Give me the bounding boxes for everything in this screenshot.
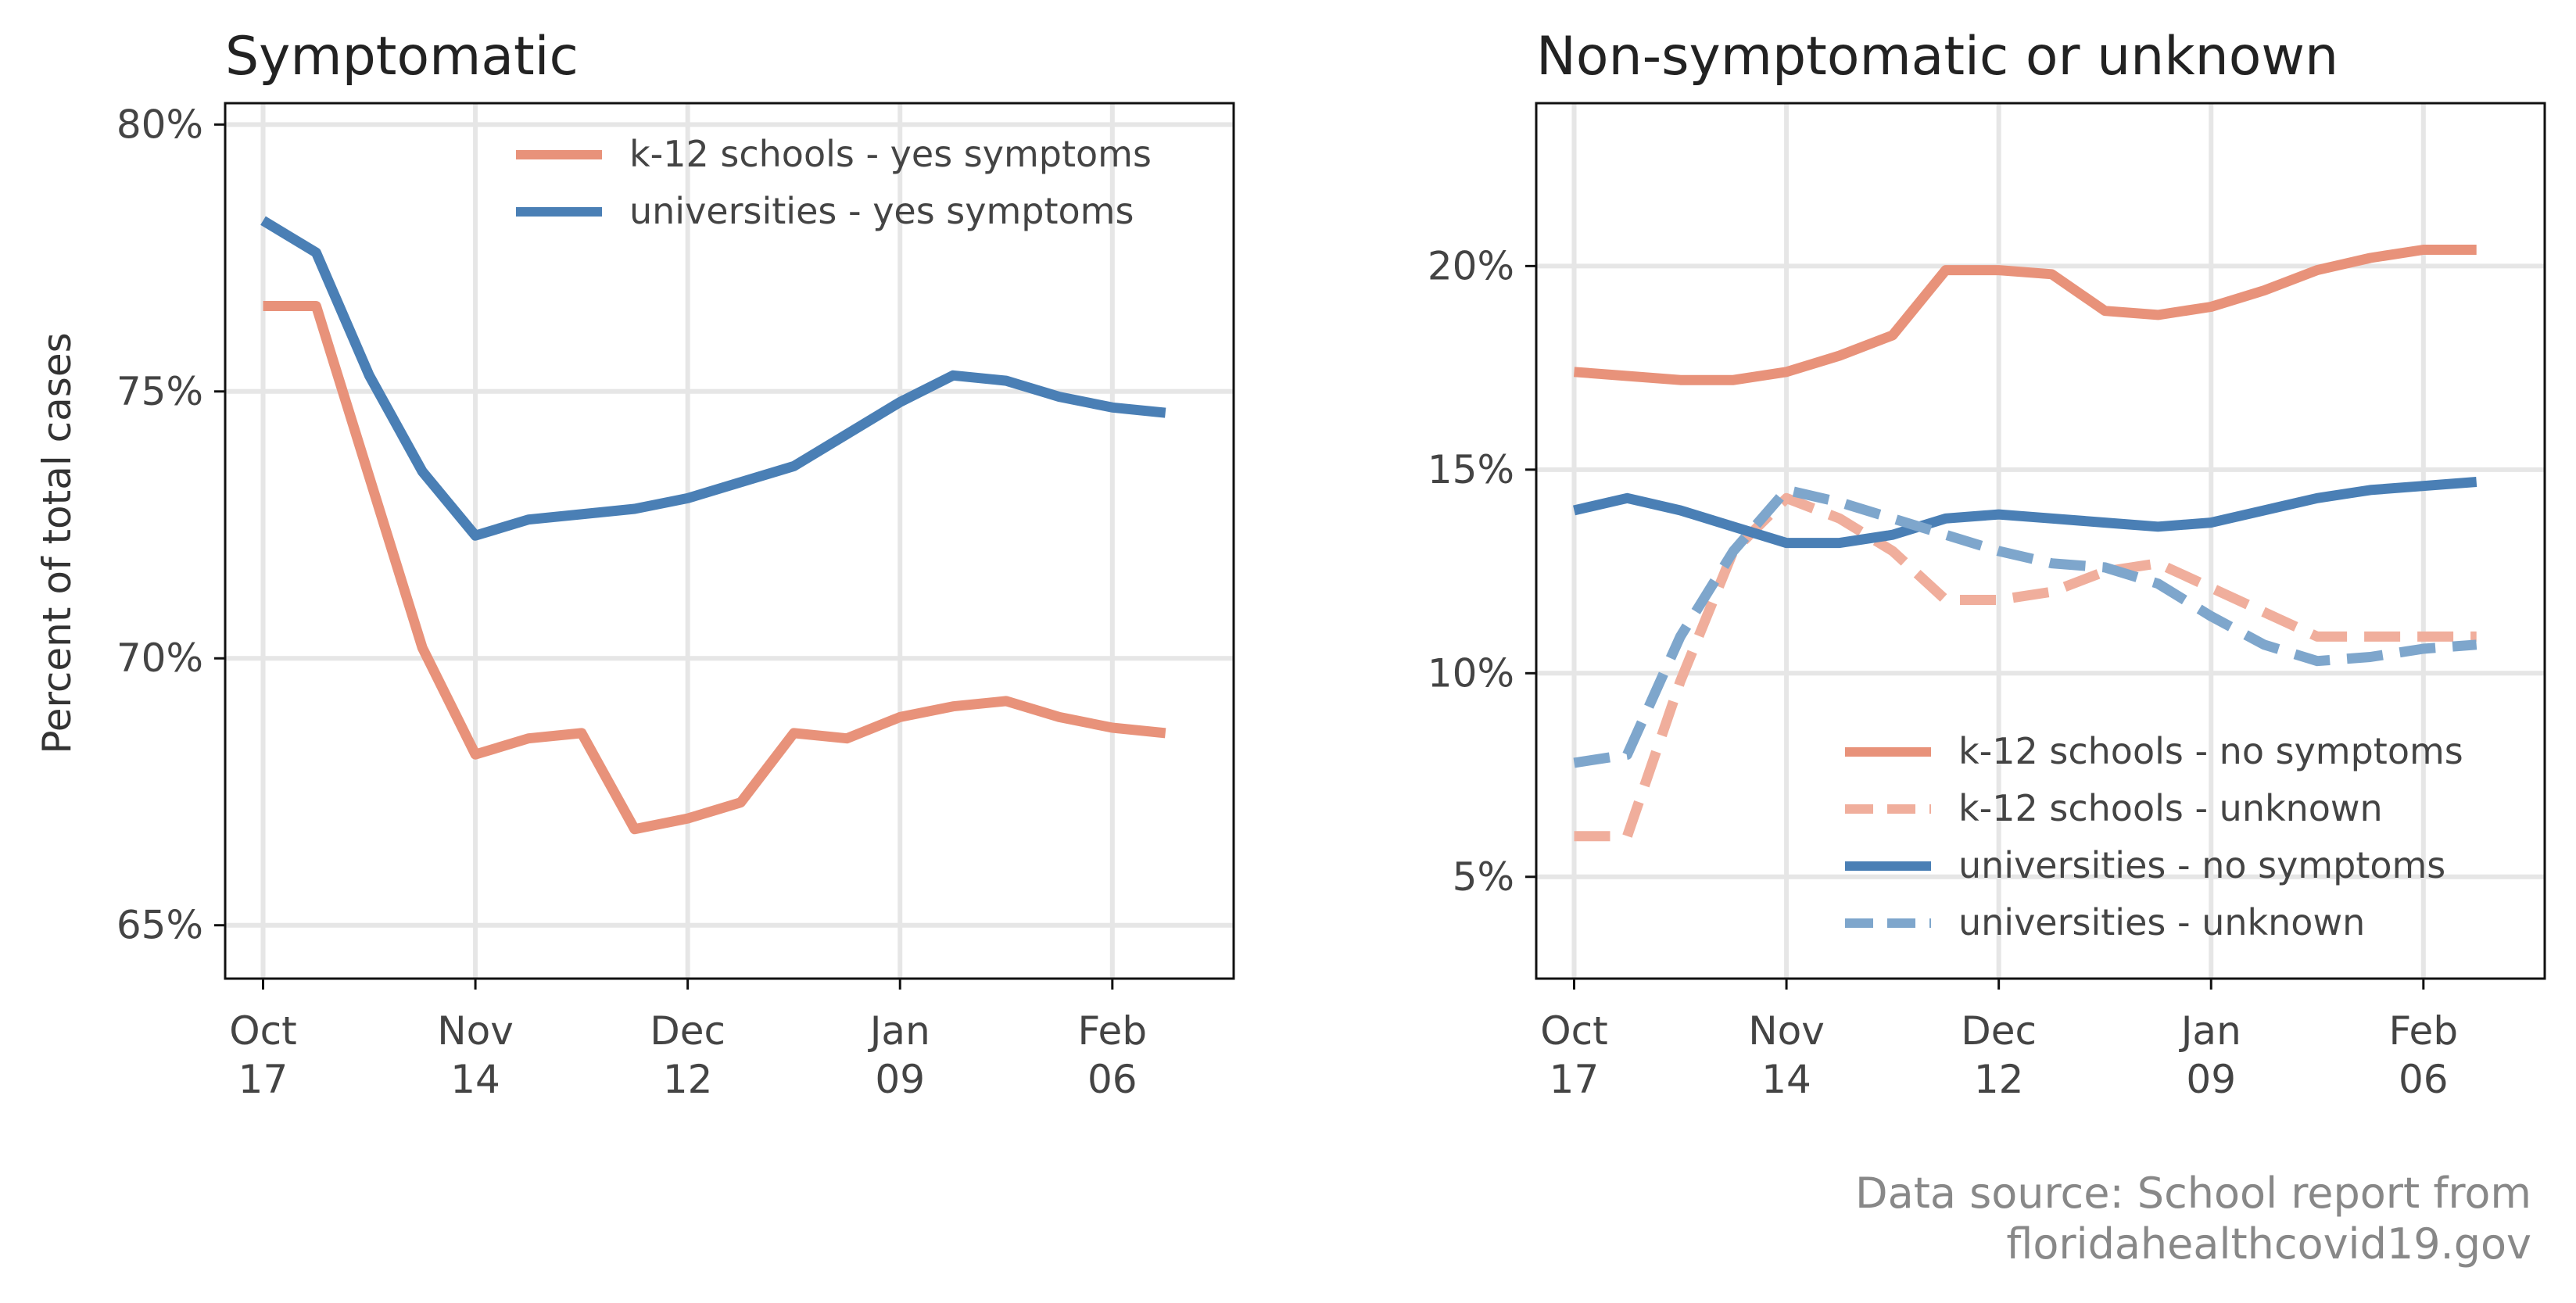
x-tick-label: Nov <box>437 1008 514 1054</box>
x-tick-label: Jan <box>868 1008 930 1054</box>
x-tick-label: 06 <box>2399 1057 2449 1102</box>
series-lines <box>260 216 1166 835</box>
x-tick-label: Oct <box>229 1008 296 1054</box>
y-tick-label: 70% <box>116 635 203 681</box>
x-tick-label: 17 <box>1550 1057 1600 1102</box>
x-tick-label: Dec <box>1961 1008 2037 1054</box>
legend: k-12 schools - yes symptoms universities … <box>516 133 1152 232</box>
y-tick-label: 10% <box>1428 650 1514 696</box>
legend-label: universities - yes symptoms <box>629 190 1134 232</box>
x-tick-label: 12 <box>1974 1057 2024 1102</box>
symptomatic-panel: Symptomatic Percent of total cases 65% 70… <box>34 26 1235 1102</box>
grid <box>225 103 1234 979</box>
series-line-2 <box>1574 492 2477 842</box>
y-tick-label: 80% <box>116 102 203 147</box>
series-line-1 <box>263 301 1166 835</box>
plot-frame <box>224 102 1235 980</box>
series-line-3 <box>1573 477 2477 549</box>
x-tick-label: Feb <box>1078 1008 1148 1054</box>
plot-frame <box>1535 102 2546 980</box>
x-tick-label: 17 <box>238 1057 288 1102</box>
series-line-2 <box>260 216 1166 541</box>
x-tick-label: 14 <box>450 1057 500 1102</box>
legend-label: universities - no symptoms <box>1958 844 2445 886</box>
y-axis-label: Percent of total cases <box>34 332 80 754</box>
series-line-4 <box>1573 485 2477 768</box>
source-line-1: Data source: School report from <box>1855 1169 2531 1218</box>
x-tick-label: Oct <box>1540 1008 1607 1054</box>
legend-label: k-12 schools - yes symptoms <box>629 133 1152 175</box>
panel-title-symptomatic: Symptomatic <box>225 26 579 88</box>
x-tick-label: 14 <box>1761 1057 1811 1102</box>
x-tick-label: Dec <box>650 1008 726 1054</box>
series-line-1 <box>1574 245 2477 385</box>
legend-label: universities - unknown <box>1958 901 2365 943</box>
legend: k-12 schools - no symptoms k-12 schools -… <box>1845 730 2463 943</box>
y-tick-label: 5% <box>1453 854 1514 900</box>
x-tick-label: Feb <box>2389 1008 2459 1054</box>
legend-label: k-12 schools - no symptoms <box>1958 730 2463 772</box>
y-tick-label: 15% <box>1428 447 1514 492</box>
x-tick-label: Jan <box>2179 1008 2241 1054</box>
x-tick-label: Nov <box>1748 1008 1825 1054</box>
y-tick-label: 75% <box>116 369 203 414</box>
x-tick-label: 06 <box>1087 1057 1138 1102</box>
x-tick-label: 09 <box>875 1057 925 1102</box>
x-tick-label: 09 <box>2186 1057 2236 1102</box>
x-tick-label: 12 <box>663 1057 713 1102</box>
series-lines <box>1573 245 2477 842</box>
source-line-2: floridahealthcovid19.gov <box>2006 1219 2531 1269</box>
grid <box>1536 103 2545 979</box>
y-tick-label: 65% <box>116 903 203 948</box>
y-tick-label: 20% <box>1428 243 1514 288</box>
legend-label: k-12 schools - unknown <box>1958 787 2383 829</box>
non-symptomatic-panel: Non-symptomatic or unknown 5% 10% 15% 20% Oc… <box>1428 26 2546 1102</box>
panel-title-non-symptomatic: Non-symptomatic or unknown <box>1536 26 2338 88</box>
